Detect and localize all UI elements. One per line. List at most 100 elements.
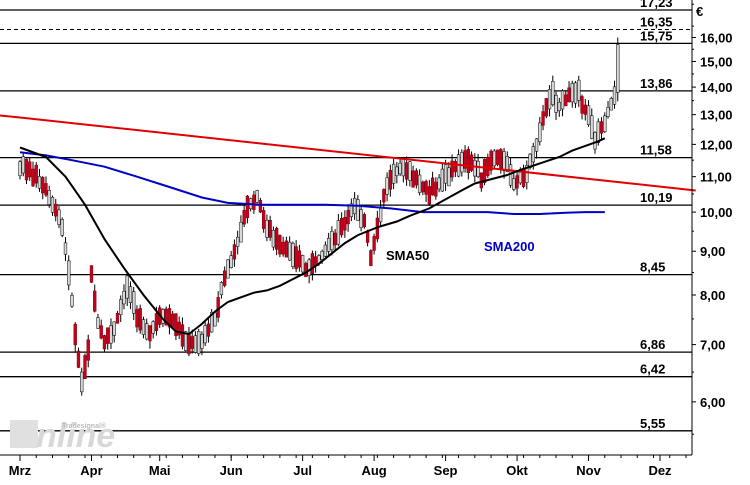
candle-body (564, 94, 568, 107)
candle-body (482, 159, 487, 183)
x-tick-label: Jul (293, 463, 312, 478)
candle-body (67, 260, 71, 286)
candle-body (525, 165, 529, 183)
x-tick-label: Nov (576, 463, 601, 478)
candle-body (463, 150, 467, 169)
candle-body (262, 210, 266, 229)
candle-body (583, 104, 587, 115)
candle-body (125, 275, 129, 299)
candle-body (573, 82, 578, 104)
candle-body (320, 251, 324, 260)
candle-body (489, 150, 493, 171)
candle-body (476, 160, 480, 177)
candle-body (378, 206, 383, 223)
candle-body (70, 294, 74, 307)
candle-body (119, 299, 123, 316)
candle-body (437, 177, 441, 190)
candle-body (577, 79, 581, 101)
candle-body (99, 325, 103, 339)
candle-body (63, 242, 68, 255)
candle-body (28, 161, 32, 178)
candle-body (365, 231, 370, 243)
candle-body (76, 350, 81, 368)
candle-body (300, 255, 305, 273)
y-tick-label: 16,00 (700, 31, 733, 46)
candle-body (281, 241, 285, 255)
candle-body (593, 132, 597, 150)
candle-body (599, 121, 604, 134)
price-level-label: 10,19 (640, 190, 673, 205)
candle-body (586, 105, 591, 125)
candle-body (200, 334, 204, 349)
axes: 6,00 7,00 8,00 9,00 10,00 11,00 12,00 13,00 14,0… (0, 0, 733, 478)
watermark-text: nline (36, 417, 115, 455)
candle-body (609, 97, 613, 111)
candle-body (245, 195, 250, 219)
candle-body (557, 101, 561, 112)
candle-body (333, 232, 337, 246)
sma50-line (19, 137, 606, 336)
candle-body (307, 259, 311, 276)
candle-body (411, 170, 415, 188)
price-level-label: 16,35 (640, 14, 673, 29)
watermark-logo: nline Tradesignal® (10, 417, 115, 455)
candle-body (223, 270, 227, 286)
candle-body (398, 162, 402, 175)
candle-body (86, 339, 90, 361)
candle-body (469, 154, 474, 171)
y-tick-label: 13,00 (700, 108, 733, 123)
candle-body (450, 160, 454, 178)
candle-body (219, 282, 224, 296)
candle-body (187, 333, 191, 355)
candle-body (180, 324, 185, 347)
candle-body (541, 111, 545, 126)
candle-body (414, 170, 418, 186)
candle-body (434, 181, 438, 197)
candle-body (206, 323, 211, 337)
candle-body (326, 237, 331, 252)
candle-body (372, 236, 376, 251)
candle-body (106, 327, 110, 344)
candle-body (443, 164, 448, 184)
candle-body (473, 160, 477, 177)
sma200-label: SMA200 (484, 239, 535, 254)
candle-body (349, 203, 354, 217)
x-tick-label: Jun (220, 463, 243, 478)
candle-body (359, 209, 363, 228)
trendline (19, 116, 696, 192)
sma50-label: SMA50 (386, 248, 429, 263)
candle-body (336, 220, 341, 245)
candle-body (551, 81, 555, 105)
candle-body (460, 152, 464, 173)
candle-body (164, 308, 168, 326)
y-tick-label: 14,00 (700, 80, 733, 95)
x-tick-label: Sep (434, 463, 458, 478)
candle-body (236, 236, 240, 247)
candle-body (171, 313, 175, 328)
watermark-brand: Tradesignal® (62, 422, 107, 430)
candle-body (80, 371, 84, 393)
y-tick-label: 12,00 (700, 137, 733, 152)
y-tick-label: 9,00 (700, 244, 725, 259)
candle-body (274, 227, 279, 250)
price-level-label: 17,23 (640, 0, 673, 10)
candle-body (343, 217, 347, 231)
candle-body (505, 156, 509, 172)
candle-body (271, 229, 276, 248)
y-tick-label: 8,00 (700, 288, 725, 303)
candle-body (596, 121, 600, 143)
candle-body (554, 94, 558, 113)
candle-body (47, 190, 51, 205)
candle-body (21, 156, 25, 174)
candle-body (232, 244, 237, 260)
candle-body (603, 115, 607, 133)
candle-body (499, 149, 503, 171)
candle-body (479, 172, 483, 189)
candle-body (177, 321, 181, 336)
candle-body (330, 231, 334, 251)
x-tick-label: Mrz (9, 463, 32, 478)
y-tick-label: 15,00 (700, 54, 733, 69)
trendline-extension (0, 114, 21, 119)
candle-body (538, 122, 542, 143)
